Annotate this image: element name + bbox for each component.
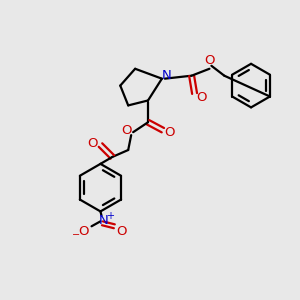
Text: N: N: [99, 214, 108, 227]
Text: O: O: [116, 225, 127, 238]
Text: O: O: [204, 54, 215, 67]
Text: −: −: [72, 230, 80, 240]
Text: O: O: [78, 225, 89, 238]
Text: +: +: [106, 212, 114, 221]
Text: O: O: [196, 91, 207, 104]
Text: O: O: [121, 124, 131, 137]
Text: O: O: [87, 136, 98, 150]
Text: O: O: [165, 126, 175, 139]
Text: N: N: [162, 69, 172, 82]
